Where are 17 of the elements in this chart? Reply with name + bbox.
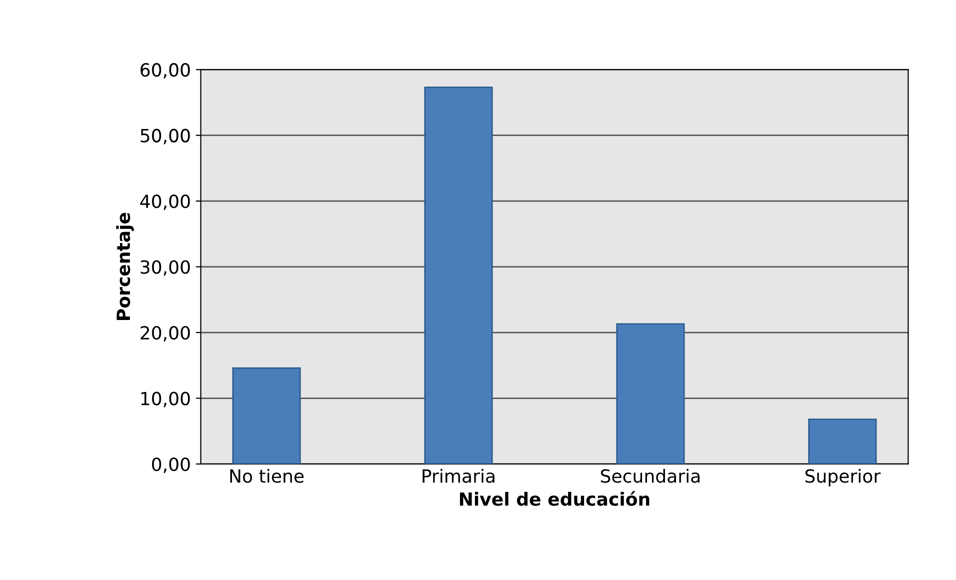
bar <box>616 323 685 464</box>
y-tick-label: 30,00 <box>140 260 190 276</box>
y-axis-title: Porcentaje <box>116 212 134 320</box>
y-tick-label: 10,00 <box>141 392 190 408</box>
y-tick-label: 50,00 <box>140 128 190 144</box>
y-tick-label: 60,00 <box>140 63 190 79</box>
x-axis-title: Nivel de educación <box>460 491 650 506</box>
x-tick-label: Secundaria <box>600 468 700 483</box>
y-tick-label: 40,00 <box>140 194 190 210</box>
y-tick-label: 0,00 <box>152 457 190 473</box>
bar <box>232 367 301 464</box>
y-tick-label: 20,00 <box>140 326 190 342</box>
x-tick-label: Primaria <box>422 468 494 483</box>
bar <box>808 418 877 464</box>
bar <box>424 86 493 464</box>
x-tick-label: Superior <box>805 468 881 486</box>
x-tick-label: No tiene <box>230 468 304 483</box>
